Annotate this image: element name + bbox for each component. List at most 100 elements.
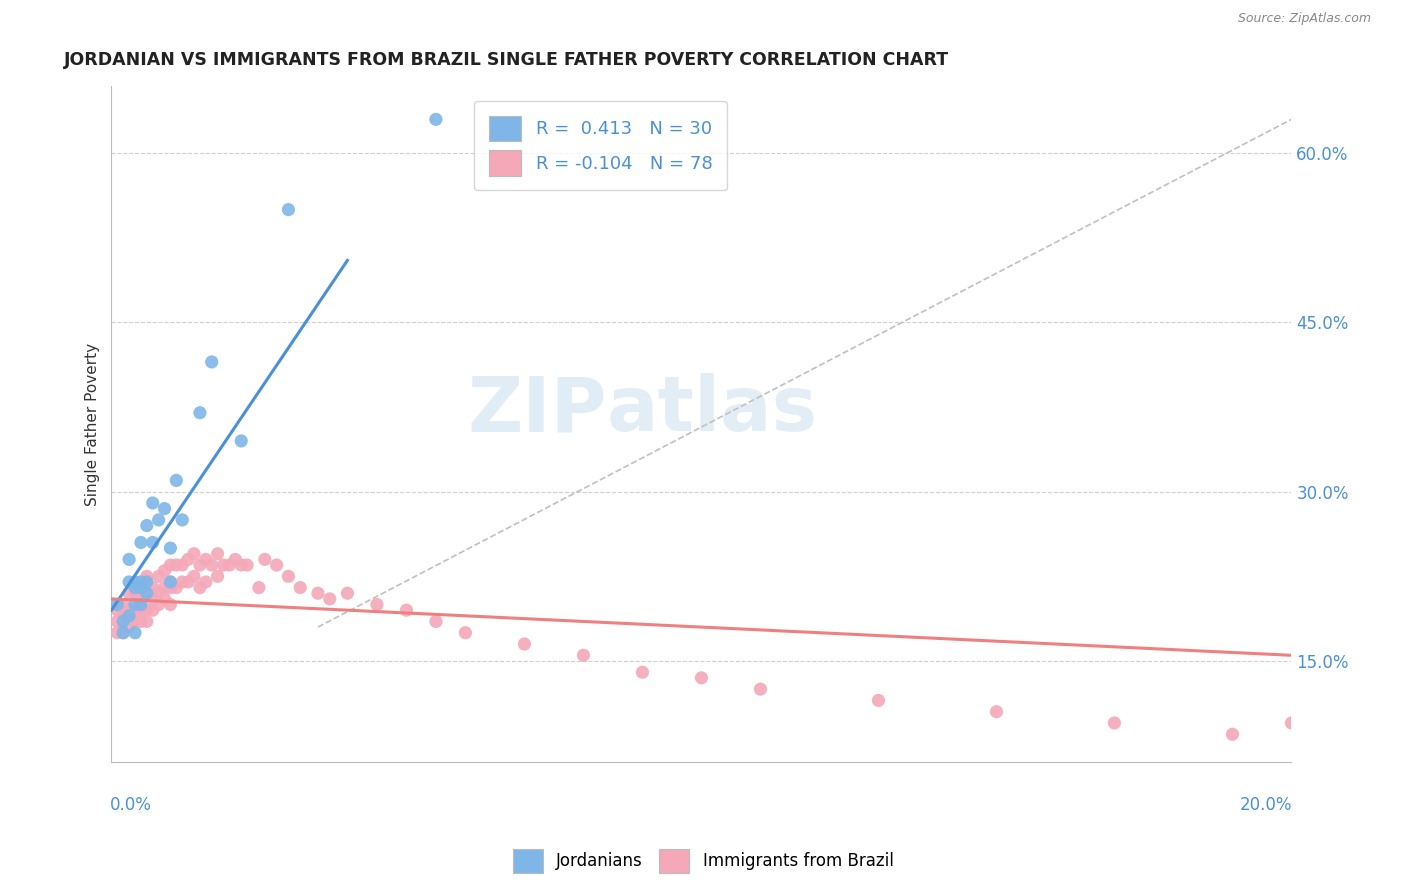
Point [142, 496, 165, 510]
Point [454, 625, 477, 640]
Point [118, 608, 141, 623]
Point [177, 552, 200, 566]
Point [165, 558, 187, 572]
Point [112, 615, 135, 629]
Text: JORDANIAN VS IMMIGRANTS FROM BRAZIL SINGLE FATHER POVERTY CORRELATION CHART: JORDANIAN VS IMMIGRANTS FROM BRAZIL SING… [65, 51, 949, 69]
Point [153, 591, 176, 606]
Point [142, 603, 165, 617]
Point [118, 603, 141, 617]
Point [112, 625, 135, 640]
Point [319, 591, 342, 606]
Point [112, 598, 135, 612]
Point [124, 574, 146, 589]
Point [142, 581, 165, 595]
Legend: R =  0.413   N = 30, R = -0.104   N = 78: R = 0.413 N = 30, R = -0.104 N = 78 [474, 102, 727, 190]
Point [183, 569, 205, 583]
Point [142, 591, 165, 606]
Point [112, 608, 135, 623]
Point [231, 558, 253, 572]
Point [188, 558, 211, 572]
Point [135, 603, 157, 617]
Point [188, 406, 211, 420]
Point [247, 581, 270, 595]
Text: atlas: atlas [607, 374, 818, 448]
Point [266, 558, 288, 572]
Point [129, 574, 152, 589]
Point [749, 682, 772, 697]
Point [201, 558, 224, 572]
Point [172, 574, 194, 589]
Point [148, 586, 170, 600]
Point [135, 586, 157, 600]
Point [124, 581, 146, 595]
Text: 20.0%: 20.0% [1240, 796, 1292, 814]
Point [307, 586, 329, 600]
Point [572, 648, 595, 663]
Legend: Jordanians, Immigrants from Brazil: Jordanians, Immigrants from Brazil [506, 842, 900, 880]
Point [129, 598, 152, 612]
Point [129, 581, 152, 595]
Point [159, 574, 181, 589]
Text: ZIP: ZIP [468, 374, 607, 448]
Point [129, 615, 152, 629]
Point [231, 434, 253, 448]
Point [129, 535, 152, 549]
Point [135, 569, 157, 583]
Y-axis label: Single Father Poverty: Single Father Poverty [86, 343, 100, 506]
Point [148, 513, 170, 527]
Point [112, 625, 135, 640]
Point [105, 615, 128, 629]
Point [124, 586, 146, 600]
Point [105, 625, 128, 640]
Point [212, 558, 235, 572]
Point [118, 620, 141, 634]
Point [425, 112, 447, 127]
Point [207, 547, 229, 561]
Point [172, 558, 194, 572]
Point [159, 574, 181, 589]
Point [188, 581, 211, 595]
Point [868, 693, 890, 707]
Point [105, 598, 128, 612]
Point [253, 552, 276, 566]
Point [1222, 727, 1244, 741]
Point [124, 615, 146, 629]
Point [690, 671, 713, 685]
Point [165, 581, 187, 595]
Point [105, 603, 128, 617]
Point [124, 603, 146, 617]
Point [218, 558, 240, 572]
Point [395, 603, 418, 617]
Point [142, 535, 165, 549]
Point [277, 569, 299, 583]
Point [118, 608, 141, 623]
Point [153, 564, 176, 578]
Point [277, 202, 299, 217]
Point [135, 586, 157, 600]
Point [129, 591, 152, 606]
Point [165, 474, 187, 488]
Point [1104, 716, 1126, 731]
Point [290, 581, 312, 595]
Text: Source: ZipAtlas.com: Source: ZipAtlas.com [1237, 12, 1371, 25]
Point [153, 581, 176, 595]
Point [112, 615, 135, 629]
Point [336, 586, 359, 600]
Point [135, 615, 157, 629]
Point [224, 552, 246, 566]
Point [986, 705, 1008, 719]
Point [118, 574, 141, 589]
Point [201, 355, 224, 369]
Point [135, 574, 157, 589]
Point [124, 625, 146, 640]
Point [124, 598, 146, 612]
Point [124, 581, 146, 595]
Point [366, 598, 388, 612]
Point [148, 569, 170, 583]
Point [513, 637, 536, 651]
Point [153, 501, 176, 516]
Point [159, 581, 181, 595]
Point [236, 558, 259, 572]
Point [194, 574, 217, 589]
Text: 0.0%: 0.0% [110, 796, 152, 814]
